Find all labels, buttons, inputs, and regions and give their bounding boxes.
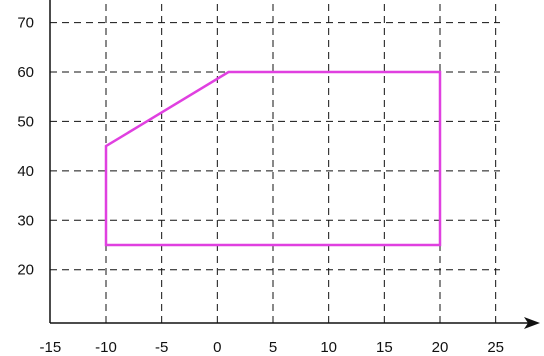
y-tick-label: 60 [17,64,34,81]
x-tick-label: -15 [39,339,61,356]
x-tick-label: 15 [376,339,393,356]
x-tick-label: 5 [269,339,277,356]
axes [49,0,540,329]
x-tick-label: 10 [320,339,337,356]
x-tick-label: -5 [155,339,168,356]
y-tick-labels: 20 30 40 50 60 70 [17,15,34,279]
x-tick-labels: -15 -10 -5 0 5 10 15 20 25 [39,339,504,356]
y-tick-label: 40 [17,163,34,180]
grid [50,4,500,323]
y-tick-label: 20 [17,262,34,279]
x-tick-label: 0 [213,339,221,356]
series-layer [104,70,442,247]
y-tick-label: 30 [17,212,34,229]
x-tick-label: -10 [95,339,117,356]
y-tick-label: 70 [17,15,34,32]
x-axis-arrow-icon [524,317,540,329]
y-tick-label: 50 [17,113,34,130]
x-tick-label: 20 [432,339,449,356]
series-polygon [104,70,442,247]
x-tick-label: 25 [487,339,504,356]
